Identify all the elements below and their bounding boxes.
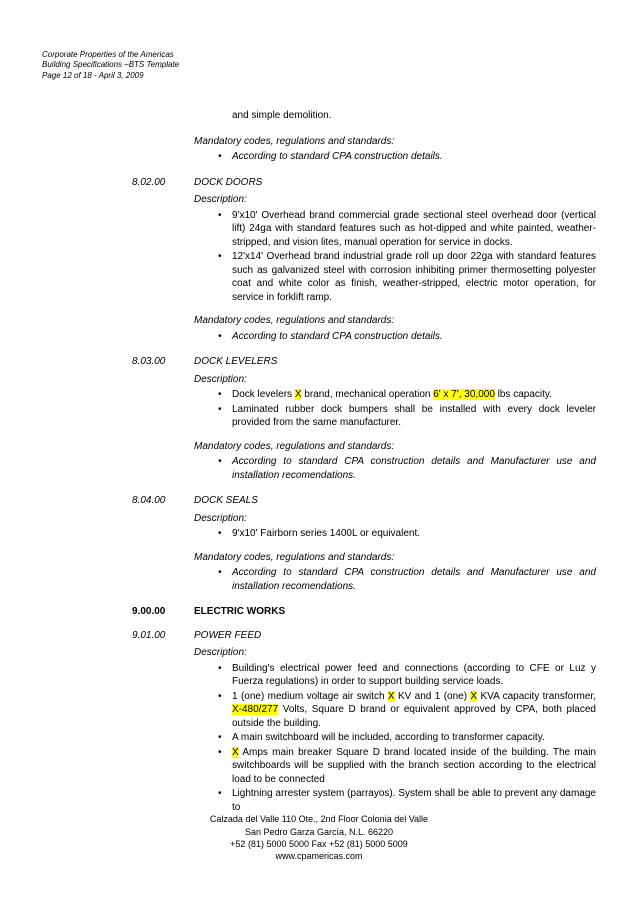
codes-list: According to standard CPA construction d… — [194, 455, 596, 482]
codes-list: According to standard CPA construction d… — [194, 150, 596, 164]
page-header: Corporate Properties of the Americas Bui… — [42, 50, 596, 81]
codes-list: According to standard CPA construction d… — [194, 566, 596, 593]
highlight: X — [388, 691, 395, 702]
highlight: 6' x 7', 30,000 — [433, 389, 495, 400]
section-title: DOCK LEVELERS — [194, 355, 277, 369]
description-label: Description: — [194, 512, 596, 526]
header-line-2: Building Specifications –BTS Template — [42, 60, 596, 70]
desc-item: A main switchboard will be included, acc… — [218, 731, 596, 745]
description-list: 9'x10' Fairborn series 1400L or equivale… — [194, 527, 596, 541]
section-num: 8.03.00 — [132, 355, 194, 369]
codes-item: According to standard CPA construction d… — [218, 566, 596, 593]
description-label: Description: — [194, 373, 596, 387]
desc-item: 9'x10' Fairborn series 1400L or equivale… — [218, 527, 596, 541]
desc-item: Dock levelers X brand, mechanical operat… — [218, 388, 596, 402]
footer-line-3: +52 (81) 5000 5000 Fax +52 (81) 5000 500… — [0, 838, 638, 850]
desc-item: 9'x10' Overhead brand commercial grade s… — [218, 209, 596, 250]
section-title: ELECTRIC WORKS — [194, 605, 285, 619]
section-8-04: 8.04.00 DOCK SEALS — [132, 494, 596, 508]
footer-line-4: www.cpamericas.com — [0, 850, 638, 862]
section-title: DOCK DOORS — [194, 176, 262, 190]
footer-line-2: San Pedro Garza García, N.L. 66220 — [0, 826, 638, 838]
highlight: X — [232, 747, 239, 758]
trailing-text: and simple demolition. — [194, 109, 596, 123]
section-num: 9.01.00 — [132, 629, 194, 643]
description-label: Description: — [194, 646, 596, 660]
codes-item: According to standard CPA construction d… — [218, 455, 596, 482]
codes-item: According to standard CPA construction d… — [218, 330, 596, 344]
section-9-00: 9.00.00 ELECTRIC WORKS — [132, 605, 596, 619]
codes-label: Mandatory codes, regulations and standar… — [194, 314, 596, 328]
header-line-3: Page 12 of 18 - April 3, 2009 — [42, 71, 596, 81]
section-title: DOCK SEALS — [194, 494, 258, 508]
section-num: 8.02.00 — [132, 176, 194, 190]
codes-label: Mandatory codes, regulations and standar… — [194, 551, 596, 565]
description-list: 9'x10' Overhead brand commercial grade s… — [194, 209, 596, 305]
codes-label: Mandatory codes, regulations and standar… — [194, 135, 596, 149]
page-content: and simple demolition. Mandatory codes, … — [42, 109, 596, 814]
codes-label: Mandatory codes, regulations and standar… — [194, 440, 596, 454]
desc-item: 1 (one) medium voltage air switch X KV a… — [218, 690, 596, 731]
footer-line-1: Calzada del Valle 110 Ote., 2nd Floor Co… — [0, 813, 638, 825]
description-list: Building's electrical power feed and con… — [194, 662, 596, 815]
header-line-1: Corporate Properties of the Americas — [42, 50, 596, 60]
desc-item: Lightning arrester system (parrayos). Sy… — [218, 787, 596, 814]
page-footer: Calzada del Valle 110 Ote., 2nd Floor Co… — [0, 813, 638, 862]
desc-item: Laminated rubber dock bumpers shall be i… — [218, 403, 596, 430]
desc-item: X Amps main breaker Square D brand locat… — [218, 746, 596, 787]
desc-item: 12'x14' Overhead brand industrial grade … — [218, 250, 596, 304]
codes-item: According to standard CPA construction d… — [218, 150, 596, 164]
highlight: X-480/277 — [232, 704, 278, 715]
section-9-01: 9.01.00 POWER FEED — [132, 629, 596, 643]
section-8-02: 8.02.00 DOCK DOORS — [132, 176, 596, 190]
desc-item: Building's electrical power feed and con… — [218, 662, 596, 689]
description-label: Description: — [194, 193, 596, 207]
section-num: 8.04.00 — [132, 494, 194, 508]
section-title: POWER FEED — [194, 629, 261, 643]
section-num: 9.00.00 — [132, 605, 194, 619]
description-list: Dock levelers X brand, mechanical operat… — [194, 388, 596, 430]
codes-list: According to standard CPA construction d… — [194, 330, 596, 344]
section-8-03: 8.03.00 DOCK LEVELERS — [132, 355, 596, 369]
